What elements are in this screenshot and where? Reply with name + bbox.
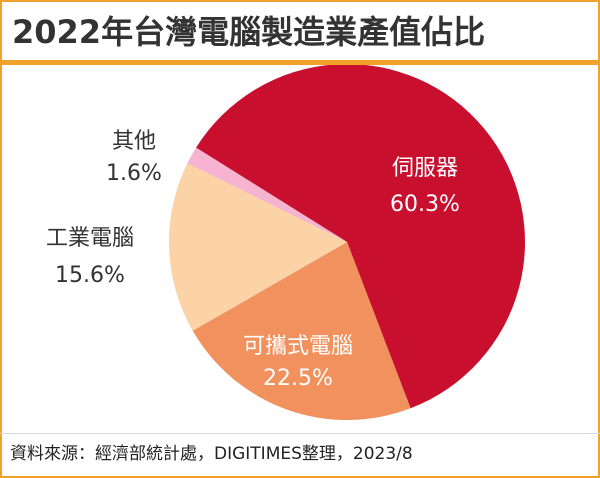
footer-rule [0,433,600,434]
slice-label-4: 其他 [112,129,156,154]
title-rule [0,60,600,65]
slice-value-4: 1.6% [106,161,162,186]
slice-label-2: 可攜式電腦 [243,334,353,359]
pie-slice-2 [192,242,411,421]
slice-value-2: 22.5% [263,366,333,391]
pie-slices [168,65,525,421]
chart-title: 2022年台灣電腦製造業產值佔比 [12,13,486,51]
pie-slice-4 [187,147,347,242]
slice-label-3: 工業電腦 [46,226,134,251]
pie-labels: 伺服器 60.3% 可攜式電腦 22.5% 工業電腦 15.6% 其他 1.6% [46,129,460,391]
pie-chart: 伺服器 60.3% 可攜式電腦 22.5% 工業電腦 15.6% 其他 1.6% [46,65,525,421]
slice-value-1: 60.3% [390,192,460,217]
pie-slice-3 [168,163,347,331]
slice-value-3: 15.6% [55,263,125,288]
pie-slice-1 [196,65,525,409]
slice-label-1: 伺服器 [392,156,458,181]
source-note: 資料來源：經濟部統計處，DIGITIMES整理，2023/8 [10,444,413,464]
